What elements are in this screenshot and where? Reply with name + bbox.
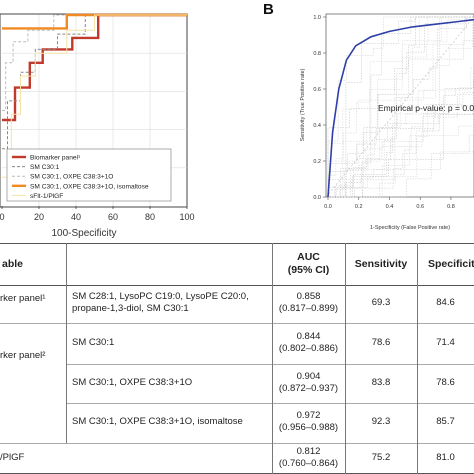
x-tick-label: 0.4: [386, 204, 394, 210]
table-row-rule: [0, 443, 474, 444]
y-tick-label: 0.8: [313, 51, 321, 57]
row-sensitivity: 69.3: [345, 297, 417, 309]
row-specificity: 71.4: [417, 337, 474, 349]
table-top-rule: [0, 243, 474, 244]
panel-b-x-axis-label: 1-Specificity (False Positive rate): [370, 225, 450, 231]
y-tick-label: 1.0: [313, 15, 321, 21]
row-auc: 0.812 (0.760–0.864): [272, 446, 345, 470]
x-tick-label: 0.2: [355, 204, 363, 210]
row-auc: 0.858 (0.817–0.899): [272, 291, 345, 315]
table-row-rule: [66, 403, 474, 404]
x-tick-label: 0.8: [447, 204, 455, 210]
x-tick-label: 0: [0, 212, 5, 222]
panel-a-roc-chart: 0 20 40 60 80 100 100-Specificity Biomarker p…: [0, 14, 195, 239]
table-header-rule: [0, 285, 474, 286]
row-sensitivity: 78.6: [345, 337, 417, 349]
row-specificity: 81.0: [417, 452, 474, 464]
x-tick-label: 60: [108, 212, 118, 222]
row-specificity: 85.7: [417, 416, 474, 428]
header-auc: AUC (95% CI): [272, 251, 345, 277]
header-sensitivity: Sensitivity: [345, 258, 417, 271]
row-metabolites: SM C30:1, OXPE C38:3+1O, isomaltose: [72, 416, 270, 428]
legend-label: sFlt-1/PlGF: [30, 193, 63, 200]
row-auc: 0.904 (0.872–0.937): [272, 371, 345, 395]
row-sensitivity: 75.2: [345, 452, 417, 464]
legend-label: SM C30:1: [30, 164, 60, 171]
col-divider: [345, 243, 346, 474]
row-specificity: 84.6: [417, 297, 474, 309]
panel-a-x-ticks: 0 20 40 60 80 100: [0, 206, 195, 222]
x-tick-label: 40: [71, 212, 81, 222]
table-row-rule: [66, 364, 474, 365]
row-sensitivity: 83.8: [345, 377, 417, 389]
row-metabolites: SM C28:1, LysoPC C19:0, LysoPE C20:0, pr…: [72, 291, 270, 315]
header-specificity: Specificit: [417, 258, 474, 271]
row-auc: 0.844 (0.802–0.886): [272, 331, 345, 355]
col-divider: [417, 243, 418, 474]
x-tick-label: 100: [179, 212, 194, 222]
panel-b-y-ticks: 0.0 0.2 0.4 0.6 0.8 1.0: [313, 15, 326, 201]
y-tick-label: 0.0: [313, 195, 321, 201]
row-auc: 0.972 (0.956–0.988): [272, 410, 345, 434]
legend-label: SM C30:1, OXPE C38:3+1O, isomaltose: [30, 183, 149, 190]
panel-b-y-axis-label: Sensitivity (True Positive rate): [300, 68, 306, 141]
y-tick-label: 0.2: [313, 159, 321, 165]
panel-b-label: B: [263, 1, 274, 18]
panel-b-pvalue-annotation: Empirical p-value: p = 0.01: [378, 103, 474, 113]
row-metabolites: SM C30:1, OXPE C38:3+1O: [72, 377, 270, 389]
x-tick-label: 0.0: [324, 204, 332, 210]
legend-label: Biomarker panel¹: [30, 155, 81, 162]
row-group-label: /PlGF: [0, 452, 24, 464]
results-table: able AUC (95% CI) Sensitivity Specificit…: [0, 243, 474, 474]
x-tick-label: 20: [34, 212, 44, 222]
panel-a-x-axis-label: 100-Specificity: [51, 228, 116, 239]
x-tick-label: 0.6: [416, 204, 424, 210]
table-row-rule: [0, 323, 474, 324]
col-divider: [272, 243, 273, 474]
row-specificity: 78.6: [417, 377, 474, 389]
row-group-label: rker panel¹: [0, 293, 45, 305]
panel-b-roc-chart: B 0.0 0.2 0.4 0.6 0.8 0.0 0.2 0.4 0.6 0.8 1.0 1-S…: [263, 1, 474, 231]
x-tick-label: 80: [145, 212, 155, 222]
panel-a-legend: Biomarker panel¹ SM C30:1 SM C30:1, OXPE C…: [7, 149, 171, 201]
y-tick-label: 0.6: [313, 87, 321, 93]
row-group-label: rker panel²: [0, 350, 45, 362]
col-divider: [66, 243, 67, 443]
row-metabolites: SM C30:1: [72, 337, 270, 349]
header-variable: able: [2, 258, 23, 271]
y-tick-label: 0.4: [313, 123, 321, 129]
row-sensitivity: 92.3: [345, 416, 417, 428]
legend-label: SM C30:1, OXPE C38:3+1O: [30, 174, 113, 181]
panel-b-x-ticks: 0.0 0.2 0.4 0.6 0.8: [324, 197, 455, 210]
